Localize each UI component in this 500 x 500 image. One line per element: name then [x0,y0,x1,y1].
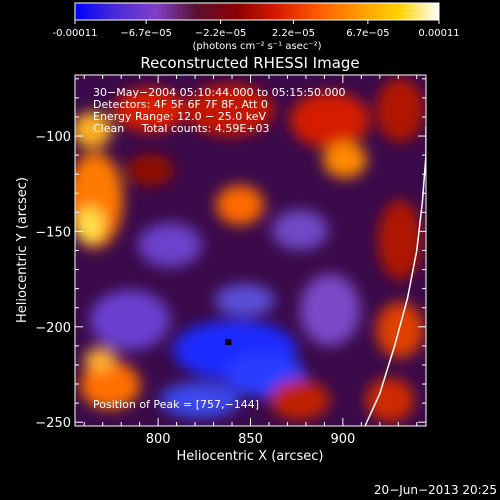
heatmap-blob [215,284,275,316]
info-line-date: 30−May−2004 05:10:44.000 to 05:15:50.000 [93,86,346,99]
axes: 800 850 900 −100 −150 −200 −250 [35,75,426,447]
heatmap-blob [138,223,202,267]
marker-point [225,339,232,346]
y-axis-tick-label: −250 [35,416,71,431]
heatmap-blob [366,378,414,422]
x-axis-tick-label: 900 [330,432,355,447]
heatmap-blob [90,290,170,350]
heatmap-blob [84,348,116,372]
colorbar: -0.00011 −6.7e−05 −2.2e−05 2.2e−05 6.7e−05 0.… [53,2,460,52]
heatmap-blob [378,200,422,280]
heatmap-blob [160,382,240,418]
heatmap-blob [270,380,330,420]
heatmap-blob [272,210,328,250]
heatmap-image [75,75,426,426]
chart-title: Reconstructed RHESSI Image [140,54,359,72]
colorbar-ticks: -0.00011 −6.7e−05 −2.2e−05 2.2e−05 6.7e−05 0.… [53,20,460,39]
x-axis-tick-label: 850 [238,432,263,447]
x-axis-tick-label: 800 [146,432,171,447]
heatmap-blob [76,207,104,243]
heatmap-blob [75,112,112,148]
colorbar-tick-label: -0.00011 [53,28,98,39]
heatmap-blob [216,185,264,225]
info-block: 30−May−2004 05:10:44.000 to 05:15:50.000… [93,86,346,135]
peak-position-label: Position of Peak = [757,−144] [93,398,259,411]
x-axis-label: Heliocentric X (arcsec) [177,449,324,464]
info-line-energy: Energy Range: 12.0 − 25.0 keV [93,110,267,123]
heatmap-blob [376,302,424,358]
info-line-counts: Clean Total counts: 4.59E+03 [93,122,270,135]
colorbar-gradient [74,2,440,21]
footer-timestamp: 20−Jun−2013 20:25 [374,483,497,497]
heatmap-blob [290,92,370,148]
y-axis-tick-label: −100 [35,130,71,145]
y-axis-tick-label: −200 [35,321,71,336]
colorbar-tick-label: 0.00011 [418,28,459,39]
y-axis-tick-label: −150 [35,225,71,240]
y-axis-label: Heliocentric Y (arcsec) [15,177,30,323]
colorbar-tick-label: −2.2e−05 [195,28,247,39]
colorbar-tick-label: 6.7e−05 [346,28,389,39]
info-line-detectors: Detectors: 4F 5F 6F 7F 8F, Att 0 [93,98,268,111]
heatmap-blob [80,361,140,409]
heatmap-blob [323,142,367,178]
colorbar-tick-label: 2.2e−05 [272,28,315,39]
heatmap-blob [126,154,174,186]
heatmap-blob [376,78,424,142]
colorbar-unit-label: (photons cm⁻² s⁻¹ asec⁻²) [192,41,321,52]
heatmap-blob [114,88,186,132]
heatmap-blob [186,84,274,136]
colorbar-tick-label: −6.7e−05 [120,28,172,39]
heatmap-blob [300,274,360,346]
solar-limb-line [364,126,426,426]
